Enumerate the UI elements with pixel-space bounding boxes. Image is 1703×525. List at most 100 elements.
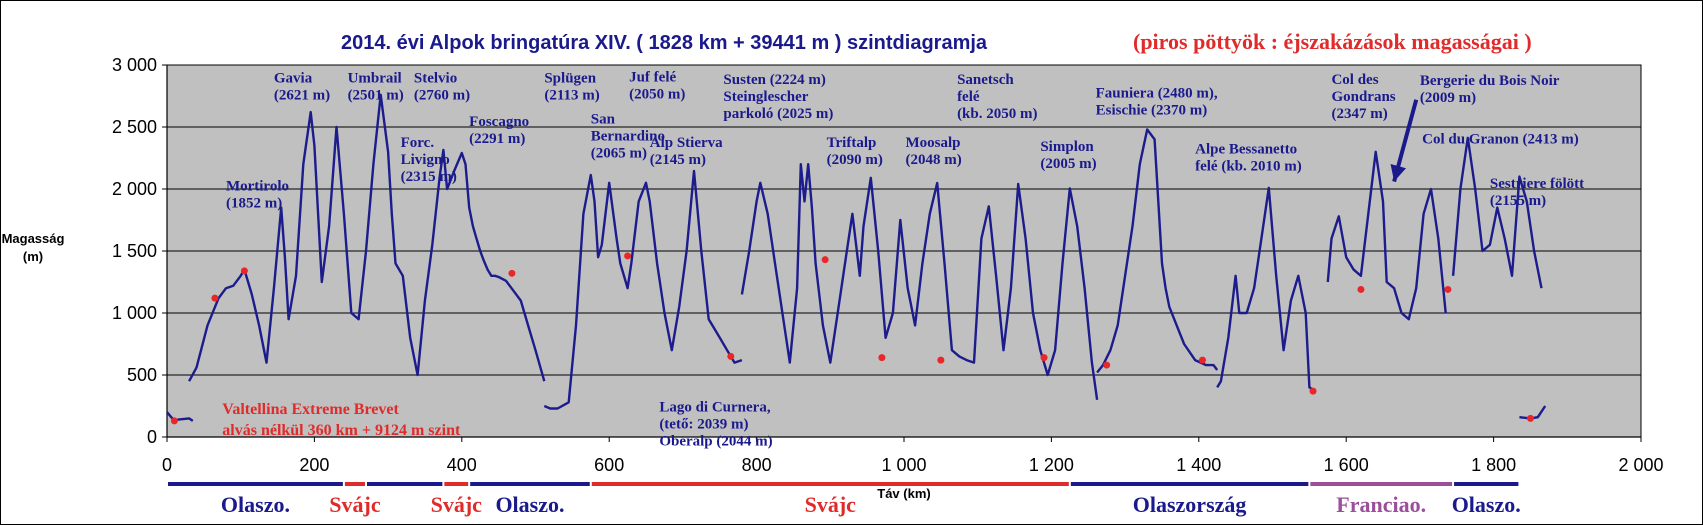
annotation-line: San <box>591 112 616 128</box>
overnight-dot <box>1444 285 1452 293</box>
annotation-line: Sestriere fölött <box>1490 176 1584 192</box>
annotation-line: Valtellina Extreme Brevet <box>222 401 399 418</box>
peak-annotation: Valtellina Extreme Brevet alvás nélkül 36… <box>222 401 461 439</box>
annotation-line: (2005 m) <box>1040 156 1096 172</box>
peak-annotation: Gavia (2621 m) <box>274 71 330 104</box>
y-axis-title-line2: (m) <box>23 249 43 264</box>
y-axis-title-line1: Magasság <box>2 231 65 246</box>
overnight-dot <box>821 256 829 264</box>
annotation-line: (2760 m) <box>414 88 470 104</box>
annotation-line: (2621 m) <box>274 88 330 104</box>
peak-annotation: Splügen (2113 m) <box>544 71 599 104</box>
overnight-dot <box>508 269 516 277</box>
annotation-line: Lago di Curnera, <box>659 399 771 415</box>
annotation-line: Sanetsch <box>957 72 1014 88</box>
x-tick-label: 800 <box>742 455 772 475</box>
overnight-dot <box>727 352 735 360</box>
y-tick-label: 0 <box>147 427 157 447</box>
elevation-line <box>1326 150 1447 321</box>
overnight-dot <box>1198 356 1206 364</box>
peak-annotation: Alp Stierva (2145 m) <box>650 135 723 168</box>
elevation-line <box>740 162 1099 400</box>
overnight-dot <box>878 354 886 362</box>
annotation-line: Juf felé <box>629 69 676 85</box>
annotation-line: Mortirolo <box>226 179 289 195</box>
annotation-line: Foscagno <box>469 114 529 130</box>
annotation-line: (kb. 2050 m) <box>957 106 1037 122</box>
elevation-line <box>1519 405 1547 420</box>
peak-annotation: Col des Gondrans (2347 m) <box>1331 72 1395 122</box>
annotation-line: Splügen <box>544 71 596 87</box>
peak-annotation: Col du Granon (2413 m) <box>1422 131 1579 147</box>
overnight-dot <box>240 267 248 275</box>
country-label: Svájc <box>329 492 381 517</box>
elevation-line <box>1216 186 1316 393</box>
y-tick-label: 1 000 <box>112 303 157 323</box>
annotation-line: (2113 m) <box>544 88 599 104</box>
x-tick-label: 1 400 <box>1176 455 1221 475</box>
overnight-dot <box>1526 414 1534 422</box>
overnight-dot <box>1357 285 1365 293</box>
annotation-line: Gavia <box>274 71 313 87</box>
peak-annotation: Juf felé (2050 m) <box>629 69 685 102</box>
annotation-line: (2291 m) <box>469 131 525 147</box>
peak-annotation: Bergerie du Bois Noir (2009 m) <box>1420 73 1560 106</box>
annotation-line: Forc. <box>401 135 435 151</box>
peak-annotation: Susten (2224 m) Steinglescher parkoló (202… <box>723 72 833 122</box>
y-tick-label: 500 <box>127 365 157 385</box>
annotation-line: Col des <box>1331 72 1378 88</box>
overnight-dot <box>937 356 945 364</box>
peak-annotation: Umbrail (2501 m) <box>348 71 404 104</box>
annotation-line: Alp Stierva <box>650 135 723 151</box>
x-tick-label: 0 <box>162 455 172 475</box>
annotation-line: Umbrail <box>348 71 402 87</box>
peak-annotation: Fauniera (2480 m), Esischie (2370 m) <box>1096 86 1218 119</box>
elevation-line <box>166 411 194 423</box>
annotation-line: (1852 m) <box>226 196 282 212</box>
annotation-line: Oberalp (2044 m) <box>659 433 772 449</box>
annotation-line: felé <box>957 89 980 105</box>
overnight-dot <box>1103 361 1111 369</box>
country-label: Svájc <box>431 492 483 517</box>
annotation-line: (2090 m) <box>827 152 883 168</box>
chart-title: 2014. évi Alpok bringatúra XIV. ( 1828 k… <box>341 32 988 54</box>
overnight-dot <box>1309 387 1317 395</box>
x-tick-label: 1 800 <box>1471 455 1516 475</box>
country-label: Franciao. <box>1336 492 1426 517</box>
annotation-line: Fauniera (2480 m), <box>1096 86 1218 102</box>
annotation-line: Simplon <box>1040 139 1094 155</box>
overnight-dot <box>170 417 178 425</box>
annotation-line: (2009 m) <box>1420 90 1476 106</box>
y-tick-label: 1 500 <box>112 241 157 261</box>
annotation-line: Moosalp <box>905 135 960 151</box>
country-label: Svájc <box>805 492 857 517</box>
x-tick-label: 1 600 <box>1324 455 1369 475</box>
annotation-line: (2501 m) <box>348 88 404 104</box>
annotation-line: Triftalp <box>827 135 877 151</box>
overnight-dot <box>624 252 632 260</box>
peak-annotation: Sanetsch felé (kb. 2050 m) <box>957 72 1037 122</box>
peak-annotation: Stelvio (2760 m) <box>414 71 470 104</box>
pointer-arrow-head <box>1390 164 1407 182</box>
x-tick-label: 2 000 <box>1618 455 1663 475</box>
country-label: Olaszo. <box>1452 492 1521 517</box>
y-tick-label: 3 000 <box>112 55 157 75</box>
elevation-line <box>188 93 546 382</box>
peak-annotation: Forc. Livigno (2315 m) <box>401 135 457 185</box>
annotation-line: Livigno <box>401 152 450 168</box>
elevation-line <box>1096 128 1219 374</box>
annotation-line: parkoló (2025 m) <box>723 106 833 122</box>
overnight-dot <box>1040 354 1048 362</box>
annotation-line: Alpe Bessanetto <box>1195 141 1297 157</box>
annotation-line: Susten (2224 m) <box>723 72 826 88</box>
peak-annotation: San Bernardino (2065 m) <box>591 112 665 162</box>
annotation-line: Bergerie du Bois Noir <box>1420 73 1560 89</box>
y-tick-label: 2 000 <box>112 179 157 199</box>
x-tick-label: 600 <box>594 455 624 475</box>
annotation-line: (2048 m) <box>905 152 961 168</box>
peak-annotation: Alpe Bessanetto felé (kb. 2010 m) <box>1195 141 1302 174</box>
x-tick-label: 1 000 <box>881 455 926 475</box>
annotation-line: alvás nélkül 360 km + 9124 m szint <box>222 422 461 439</box>
elevation-line <box>1451 136 1543 289</box>
